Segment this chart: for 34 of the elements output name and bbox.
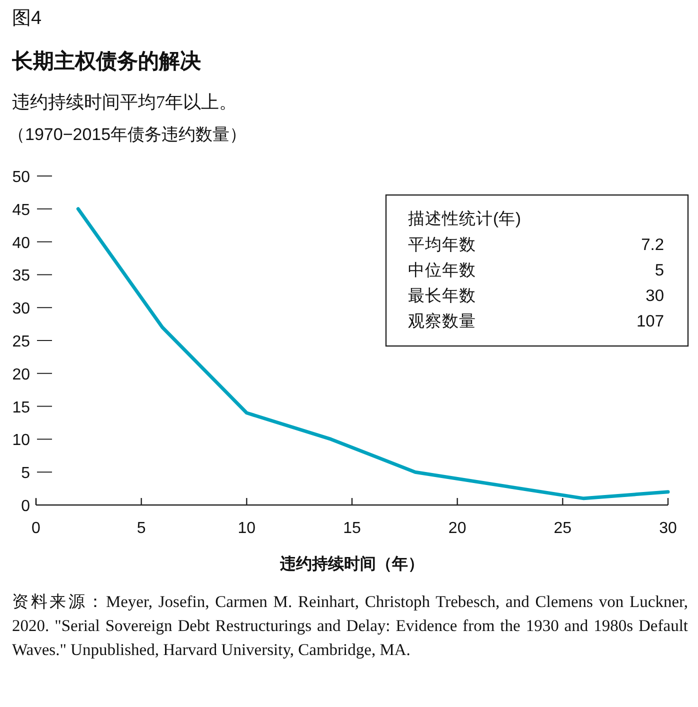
- chart-title: 长期主权债务的解决: [11, 49, 201, 73]
- x-axis-title: 违约持续时间（年）: [279, 555, 424, 573]
- y-tick-label: 50: [12, 169, 30, 186]
- x-tick-label: 10: [238, 520, 256, 537]
- data-label: 107: [636, 312, 664, 330]
- data-label: 30: [646, 287, 664, 305]
- y-tick-label: 25: [12, 334, 30, 350]
- x-tick-label: 20: [448, 520, 466, 537]
- y-tick-label: 0: [21, 498, 30, 515]
- caption: 图4: [12, 8, 42, 29]
- x-tick-label: 0: [32, 520, 41, 537]
- text: 描述性统计(年): [408, 209, 521, 228]
- y-tick-label: 10: [12, 432, 30, 450]
- x-tick-label: 15: [343, 520, 361, 537]
- y-tick-label: 40: [12, 234, 30, 252]
- x-tick-label: 25: [554, 520, 572, 537]
- category-label: 中位年数: [408, 262, 476, 280]
- y-tick-label: 15: [12, 399, 30, 416]
- y-tick-label: 20: [12, 366, 30, 384]
- data-label: 7.2: [641, 236, 664, 254]
- y-tick-label: 45: [12, 202, 30, 219]
- chart-subtitle: 违约持续时间平均7年以上。: [12, 92, 237, 112]
- y-tick-label: 30: [12, 300, 30, 318]
- data-label: 5: [654, 262, 664, 280]
- line-series: [76, 207, 670, 500]
- category-label: 平均年数: [408, 236, 476, 254]
- x-tick-label: 5: [136, 520, 146, 537]
- y-tick-label: 5: [21, 465, 30, 482]
- y-axis-title: （1970−2015年债务违约数量）: [8, 125, 247, 144]
- x-tick-label: 30: [659, 520, 677, 537]
- category-label: 观察数量: [408, 312, 476, 330]
- category-label: 最长年数: [408, 287, 476, 305]
- y-tick-label: 35: [12, 268, 30, 285]
- text: 资料来源：Meyer, Josefin, Carmen M. Reinhart, Christoph Trebesch, and Clemens von Luckner, 2020. "Serial Sovereign Debt Restructurings and Delay: Evidence from the 1930 and 1980s Default Waves." Unpublished, Harvard University, Cambridge, MA.: [12, 591, 688, 661]
